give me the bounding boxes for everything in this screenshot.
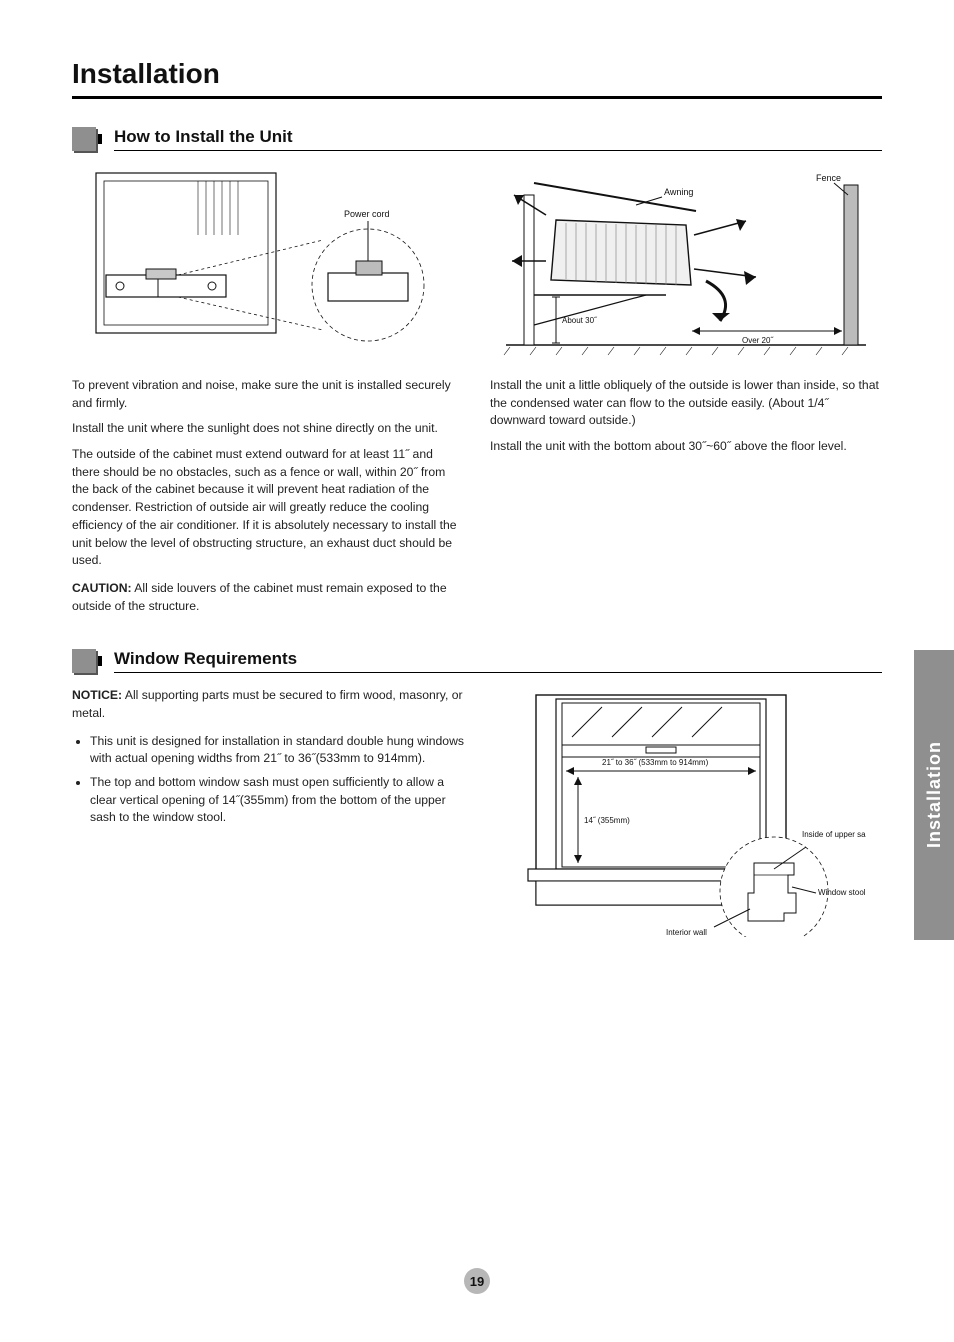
- side-tab-label: Installation: [924, 741, 945, 848]
- caution-label: CAUTION:: [72, 581, 132, 595]
- label-upper: Inside of upper sash must be flush: [802, 830, 866, 839]
- notice-text: All supporting parts must be secured to …: [72, 688, 463, 720]
- illustration-power-cord: Power cord: [88, 165, 448, 345]
- para-2: Install the unit where the sunlight does…: [72, 420, 464, 438]
- page-footer: 19: [0, 1268, 954, 1294]
- figure-window: 21˝ to 36˝ (533mm to 914mm) 14˝ (355mm): [490, 687, 882, 943]
- label-height: 14˝ (355mm): [584, 816, 630, 825]
- figure-outdoor-clearance: About 30˝ Fence Over 20˝ Awning: [490, 165, 882, 371]
- section-how-to-install: How to Install the Unit: [72, 127, 882, 615]
- para-1: To prevent vibration and noise, make sur…: [72, 377, 464, 412]
- para-3: The outside of the cabinet must extend o…: [72, 446, 464, 570]
- label-clearance: Over 20˝: [742, 336, 774, 345]
- label-power-cord: Power cord: [344, 209, 390, 219]
- label-width: 21˝ to 36˝ (533mm to 914mm): [602, 758, 709, 767]
- section-header: How to Install the Unit: [72, 127, 882, 151]
- label-fence: Fence: [816, 173, 841, 183]
- section-bullet-icon: [72, 127, 96, 151]
- illustration-clearance: About 30˝ Fence Over 20˝ Awning: [496, 165, 876, 365]
- notice-label: NOTICE:: [72, 688, 122, 702]
- section-header: Window Requirements: [72, 649, 882, 673]
- list-item: This unit is designed for installation i…: [90, 733, 464, 768]
- label-awning: Awning: [664, 187, 693, 197]
- page-number: 19: [464, 1268, 490, 1294]
- illustration-window: 21˝ to 36˝ (533mm to 914mm) 14˝ (355mm): [506, 687, 866, 937]
- side-tab-installation: Installation: [914, 650, 954, 940]
- section-bullet-icon: [72, 649, 96, 673]
- section-title: How to Install the Unit: [114, 127, 882, 151]
- label-stool: Window stool: [818, 888, 866, 897]
- para-4: Install the unit a little obliquely of t…: [490, 377, 882, 430]
- list-item: The top and bottom window sash must open…: [90, 774, 464, 827]
- para-5: Install the unit with the bottom about 3…: [490, 438, 882, 456]
- label-sill: Interior wall: [666, 928, 707, 937]
- section-window-requirements: Window Requirements NOTICE: All supporti…: [72, 649, 882, 943]
- page-title: Installation: [72, 58, 882, 99]
- figure-power-cord: Power cord: [72, 165, 464, 371]
- label-30in: About 30˝: [562, 316, 598, 325]
- requirements-list: This unit is designed for installation i…: [72, 733, 464, 827]
- section-title: Window Requirements: [114, 649, 882, 673]
